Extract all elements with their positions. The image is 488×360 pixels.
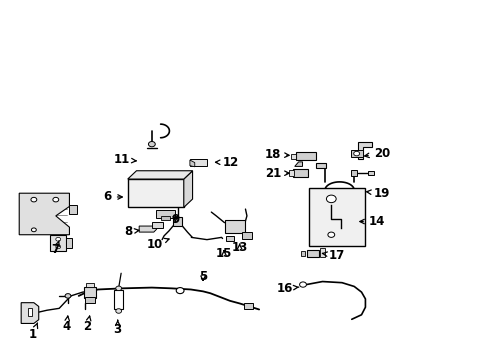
Circle shape [116, 286, 122, 291]
Bar [293, 169, 307, 177]
Bar [241, 232, 252, 239]
Circle shape [176, 288, 183, 294]
Bar [243, 303, 253, 310]
Text: 21: 21 [264, 167, 288, 180]
Bar [160, 216, 170, 220]
Text: 2: 2 [83, 316, 91, 333]
Bar [296, 152, 315, 160]
Bar [308, 188, 364, 246]
Circle shape [65, 294, 71, 298]
Bar [320, 248, 325, 257]
Polygon shape [21, 303, 39, 323]
Text: 11: 11 [113, 153, 136, 166]
Bar [306, 250, 318, 257]
Bar [224, 220, 244, 233]
Circle shape [326, 195, 335, 203]
Text: 15: 15 [215, 247, 232, 260]
Circle shape [148, 141, 155, 147]
Circle shape [353, 151, 359, 156]
Bar [225, 236, 233, 241]
Circle shape [56, 237, 61, 241]
Polygon shape [294, 162, 302, 166]
Bar [301, 251, 305, 256]
Bar [189, 159, 206, 166]
Bar [65, 238, 72, 248]
Text: 19: 19 [366, 187, 389, 200]
Bar [86, 283, 94, 287]
Circle shape [116, 309, 122, 313]
Bar [367, 171, 373, 175]
Text: 17: 17 [322, 249, 344, 262]
Text: 5: 5 [199, 270, 207, 283]
Text: 20: 20 [364, 147, 389, 160]
Polygon shape [127, 171, 192, 179]
Bar [156, 210, 175, 218]
Text: 8: 8 [124, 225, 139, 238]
Bar [316, 163, 325, 168]
Text: 10: 10 [146, 238, 169, 251]
Text: 4: 4 [62, 316, 70, 333]
Bar [27, 309, 32, 316]
Polygon shape [139, 226, 157, 232]
Polygon shape [357, 142, 371, 159]
Circle shape [56, 245, 61, 249]
Circle shape [299, 282, 306, 287]
Circle shape [31, 197, 37, 202]
Polygon shape [189, 160, 194, 167]
Bar [289, 170, 294, 176]
Text: 9: 9 [171, 213, 179, 226]
Polygon shape [19, 193, 69, 235]
Bar [290, 154, 295, 159]
Bar [50, 235, 66, 251]
Bar [83, 287, 96, 298]
Text: 12: 12 [215, 156, 238, 169]
Circle shape [53, 197, 59, 202]
Bar [173, 217, 182, 226]
Bar [350, 150, 362, 157]
Bar [69, 205, 76, 214]
Text: 16: 16 [276, 282, 298, 295]
Bar [114, 290, 123, 310]
Text: 13: 13 [231, 242, 247, 255]
Bar [85, 297, 95, 303]
Text: 6: 6 [103, 190, 122, 203]
Text: 1: 1 [29, 323, 38, 341]
Text: 7: 7 [52, 240, 60, 256]
Text: 3: 3 [113, 320, 122, 336]
Bar [350, 170, 356, 176]
Circle shape [327, 232, 334, 237]
Bar [152, 222, 162, 228]
Bar [127, 179, 183, 207]
Polygon shape [183, 171, 192, 207]
Text: 18: 18 [264, 148, 288, 161]
Circle shape [31, 228, 36, 232]
Text: 14: 14 [359, 215, 385, 228]
